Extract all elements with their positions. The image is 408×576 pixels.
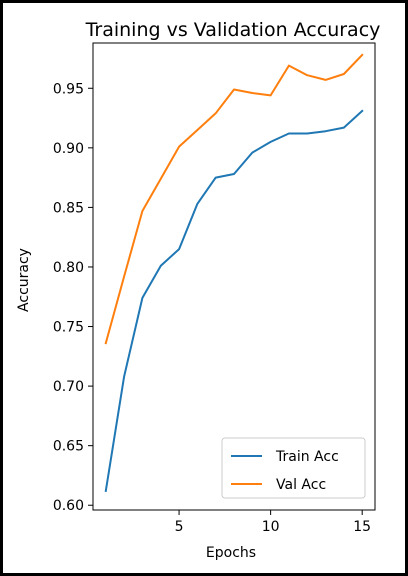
axes-box [92, 42, 376, 511]
legend-label-1: Val Acc [276, 477, 326, 493]
y-tick-label: 0.70 [53, 379, 84, 395]
plot-area: 0.60 0.65 0.70 0.75 0.80 0.85 0.90 0.95 5 10 15 Tra… [53, 42, 376, 535]
chart-frame: Training vs Validation Accuracy Epochs A… [3, 3, 405, 573]
y-tick-label: 0.90 [53, 141, 84, 157]
legend-label-0: Train Acc [275, 449, 339, 465]
x-tick-label: 15 [353, 519, 371, 535]
x-axis-title: Epochs [206, 545, 256, 561]
y-tick-label: 0.85 [53, 200, 84, 216]
y-tick-label: 0.80 [53, 260, 84, 276]
y-tick-label: 0.65 [53, 439, 84, 455]
x-tick-label: 5 [175, 519, 184, 535]
series-line-1 [104, 53, 364, 345]
y-tick-label: 0.95 [53, 81, 84, 97]
series-line-0 [104, 109, 364, 493]
chart-title: Training vs Validation Accuracy [85, 19, 381, 41]
x-tick-label: 10 [262, 519, 280, 535]
y-axis-title: Accuracy [16, 248, 32, 312]
line-chart: Training vs Validation Accuracy Epochs A… [16, 19, 381, 561]
y-tick-label: 0.60 [53, 498, 84, 514]
y-tick-label: 0.75 [53, 320, 84, 336]
